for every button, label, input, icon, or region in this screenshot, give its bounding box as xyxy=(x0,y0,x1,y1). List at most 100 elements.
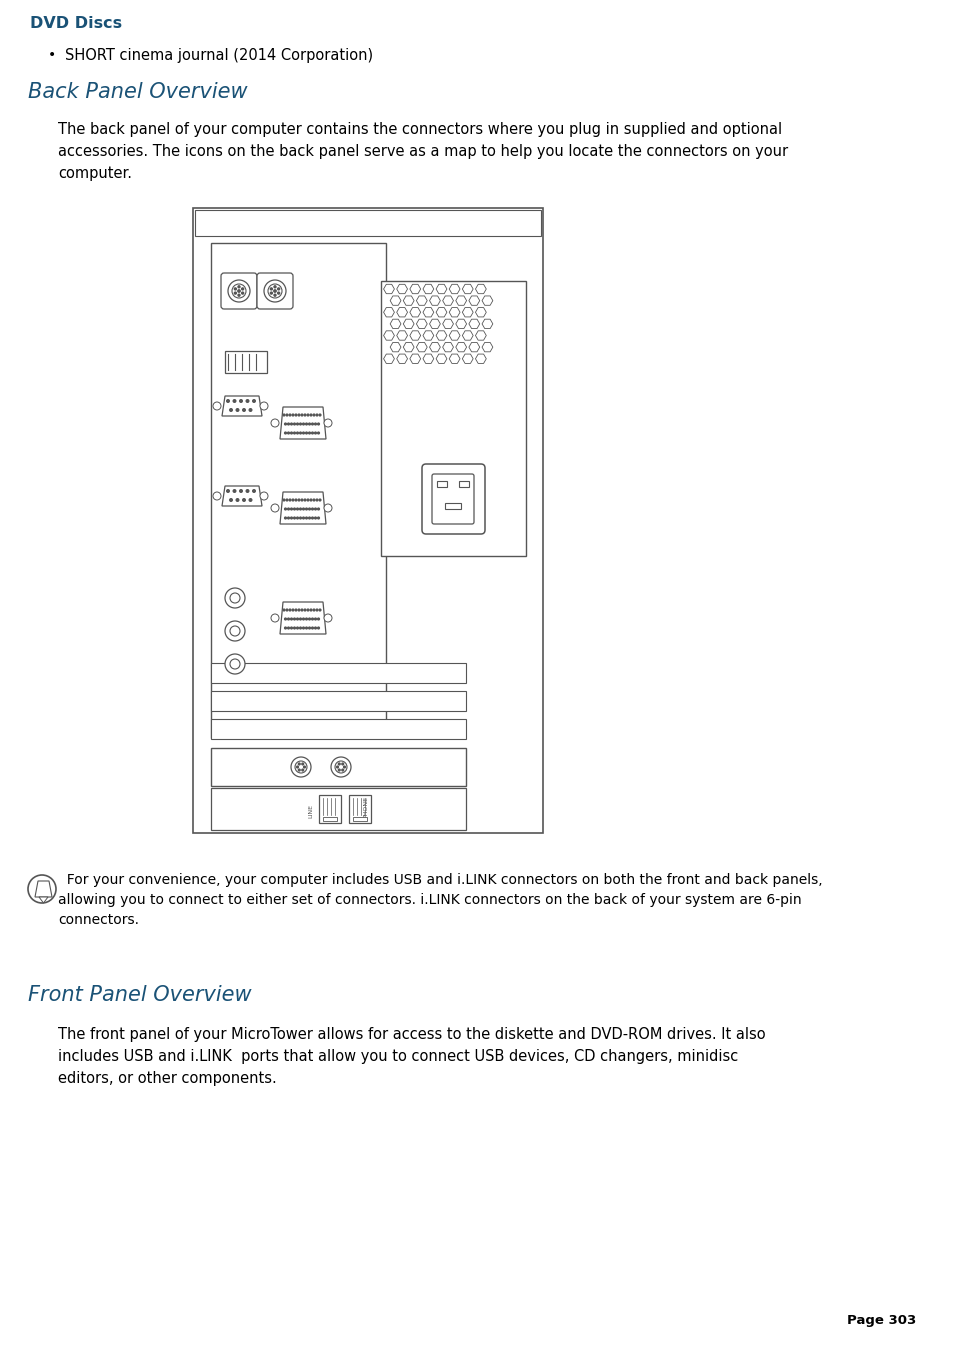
Circle shape xyxy=(317,627,319,630)
Circle shape xyxy=(264,280,286,303)
Circle shape xyxy=(286,609,288,611)
Circle shape xyxy=(305,508,307,509)
Circle shape xyxy=(284,517,286,519)
Polygon shape xyxy=(436,308,446,317)
Polygon shape xyxy=(416,296,427,305)
Circle shape xyxy=(318,499,320,501)
Circle shape xyxy=(318,609,320,611)
Circle shape xyxy=(302,619,304,620)
Circle shape xyxy=(314,627,316,630)
Circle shape xyxy=(305,432,307,434)
Circle shape xyxy=(268,284,282,299)
Polygon shape xyxy=(449,331,459,340)
Circle shape xyxy=(310,609,312,611)
Circle shape xyxy=(271,613,278,621)
Circle shape xyxy=(313,415,314,416)
Circle shape xyxy=(299,517,301,519)
Text: The front panel of your MicroTower allows for access to the diskette and DVD-ROM: The front panel of your MicroTower allow… xyxy=(58,1027,765,1086)
Circle shape xyxy=(317,432,319,434)
Bar xyxy=(318,794,340,823)
Polygon shape xyxy=(462,354,473,363)
Text: LINE: LINE xyxy=(308,804,314,817)
Circle shape xyxy=(289,415,291,416)
Circle shape xyxy=(308,619,310,620)
Polygon shape xyxy=(442,342,453,351)
Circle shape xyxy=(312,627,314,630)
Circle shape xyxy=(233,489,235,492)
Polygon shape xyxy=(403,296,414,305)
Circle shape xyxy=(301,763,303,765)
Polygon shape xyxy=(429,319,440,328)
Circle shape xyxy=(294,761,307,773)
Circle shape xyxy=(307,415,309,416)
Polygon shape xyxy=(462,308,473,317)
Circle shape xyxy=(317,619,319,620)
Polygon shape xyxy=(436,354,446,363)
Polygon shape xyxy=(436,331,446,340)
Circle shape xyxy=(296,627,298,630)
Circle shape xyxy=(287,508,289,509)
Circle shape xyxy=(294,499,296,501)
Circle shape xyxy=(312,508,314,509)
Circle shape xyxy=(271,504,278,512)
Circle shape xyxy=(315,415,317,416)
Polygon shape xyxy=(280,603,326,634)
Circle shape xyxy=(299,627,301,630)
Text: •: • xyxy=(48,49,56,62)
Circle shape xyxy=(302,627,304,630)
Circle shape xyxy=(230,659,240,669)
Polygon shape xyxy=(456,342,466,351)
Circle shape xyxy=(314,619,316,620)
Circle shape xyxy=(314,423,316,426)
Circle shape xyxy=(284,508,286,509)
Circle shape xyxy=(343,766,345,767)
Text: The back panel of your computer contains the connectors where you plug in suppli: The back panel of your computer contains… xyxy=(58,122,787,181)
Circle shape xyxy=(296,508,298,509)
Polygon shape xyxy=(383,284,394,293)
Circle shape xyxy=(303,766,305,767)
Polygon shape xyxy=(390,296,400,305)
Polygon shape xyxy=(469,296,479,305)
Polygon shape xyxy=(222,396,262,416)
Circle shape xyxy=(308,517,310,519)
Circle shape xyxy=(270,288,272,290)
Circle shape xyxy=(336,766,338,767)
Circle shape xyxy=(294,432,295,434)
Circle shape xyxy=(246,400,249,403)
Circle shape xyxy=(312,517,314,519)
Circle shape xyxy=(317,423,319,426)
Circle shape xyxy=(287,432,289,434)
Polygon shape xyxy=(396,308,407,317)
Circle shape xyxy=(307,609,309,611)
Polygon shape xyxy=(429,342,440,351)
Circle shape xyxy=(287,619,289,620)
Bar xyxy=(353,817,367,821)
Circle shape xyxy=(227,489,229,492)
Polygon shape xyxy=(416,319,427,328)
Circle shape xyxy=(315,499,317,501)
Circle shape xyxy=(286,499,288,501)
Circle shape xyxy=(308,423,310,426)
Polygon shape xyxy=(422,308,434,317)
Circle shape xyxy=(284,627,286,630)
Circle shape xyxy=(317,508,319,509)
Circle shape xyxy=(230,593,240,603)
Circle shape xyxy=(294,508,295,509)
Polygon shape xyxy=(422,284,434,293)
Circle shape xyxy=(294,627,295,630)
Bar xyxy=(211,690,465,711)
Polygon shape xyxy=(390,319,400,328)
Polygon shape xyxy=(410,354,420,363)
Circle shape xyxy=(331,757,351,777)
Text: DVD Discs: DVD Discs xyxy=(30,16,122,31)
Circle shape xyxy=(308,432,310,434)
Circle shape xyxy=(230,409,233,411)
Polygon shape xyxy=(475,284,486,293)
Circle shape xyxy=(301,415,303,416)
Circle shape xyxy=(291,432,292,434)
Circle shape xyxy=(241,288,243,290)
Circle shape xyxy=(294,423,295,426)
Polygon shape xyxy=(481,342,493,351)
Circle shape xyxy=(292,499,294,501)
Circle shape xyxy=(302,432,304,434)
